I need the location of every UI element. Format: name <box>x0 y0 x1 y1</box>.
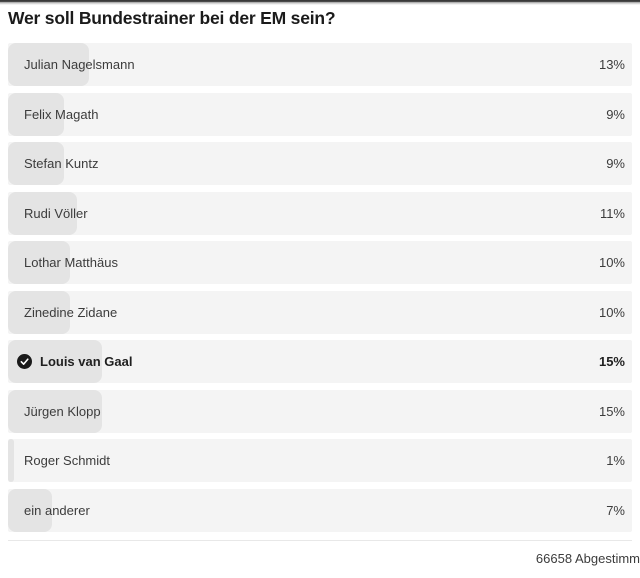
poll-option-label-group: Rudi Völler <box>8 206 88 221</box>
poll-option-row[interactable]: ein anderer 7% <box>8 488 632 532</box>
poll-question: Wer soll Bundestrainer bei der EM sein? <box>8 8 336 28</box>
poll-result-bar <box>8 92 65 136</box>
footer-divider <box>8 540 632 541</box>
poll-result-bar <box>8 488 52 532</box>
poll-option-label: Jürgen Klopp <box>24 403 101 419</box>
top-divider <box>0 0 640 5</box>
poll-result-bar <box>8 191 77 235</box>
poll-option-label-group: Jürgen Klopp <box>8 404 101 419</box>
poll-option-percent: 10% <box>598 304 625 320</box>
poll-option-row[interactable]: Louis van Gaal 15% <box>8 340 632 383</box>
poll-option-label: Stefan Kuntz <box>24 156 99 171</box>
poll-option-label-group: Stefan Kuntz <box>8 156 98 171</box>
poll-options: Julian Nagelsmann 13% Felix Magath 9% <box>0 43 640 532</box>
poll-option-label: Roger Schmidt <box>24 453 110 468</box>
poll-option-label: Rudi Völler <box>24 205 88 221</box>
poll-option-percent: 1% <box>606 453 625 468</box>
poll-option-percent: 15% <box>598 403 625 419</box>
poll-option-row[interactable]: Stefan Kuntz 9% <box>8 142 632 185</box>
poll-option-label-group: Felix Magath <box>8 107 98 122</box>
poll-result-bar <box>8 439 15 482</box>
check-circle-icon <box>17 354 32 369</box>
poll-result-bar <box>8 241 71 284</box>
poll-option-label: Julian Nagelsmann <box>24 57 135 72</box>
poll-option-label: Zinedine Zidane <box>24 304 118 320</box>
poll-option-label: Louis van Gaal <box>40 354 133 369</box>
poll-option-percent: 15% <box>598 354 625 369</box>
poll-option-row[interactable]: Julian Nagelsmann 13% <box>8 43 632 86</box>
poll-option-label-group: Lothar Matthäus <box>8 255 118 270</box>
poll-option-percent: 7% <box>606 502 625 518</box>
poll-option-label-group: ein anderer <box>8 503 90 518</box>
poll-result-bar <box>8 142 65 185</box>
poll-option-row[interactable]: Jürgen Klopp 15% <box>8 389 632 433</box>
poll-option-percent: 9% <box>606 106 625 122</box>
poll-option-label-group: Julian Nagelsmann <box>8 57 135 72</box>
poll-option-percent: 10% <box>598 255 625 270</box>
poll-option-label: Lothar Matthäus <box>24 255 118 270</box>
poll-result-bar <box>8 290 71 334</box>
vote-count: 66658 Abgestimm <box>535 551 640 566</box>
poll-option-percent: 11% <box>599 205 625 221</box>
poll-option-percent: 9% <box>606 156 625 171</box>
poll-option-label-group: Zinedine Zidane <box>8 305 117 320</box>
poll-option-label: ein anderer <box>24 502 90 518</box>
poll-option-row[interactable]: Roger Schmidt 1% <box>8 439 632 482</box>
poll-option-row[interactable]: Zinedine Zidane 10% <box>8 290 632 334</box>
poll-option-percent: 13% <box>598 57 625 72</box>
poll-result-bar <box>8 389 102 433</box>
poll-option-label-group: Roger Schmidt <box>8 453 110 468</box>
poll-option-label-group: Louis van Gaal <box>8 354 132 369</box>
poll-option-row[interactable]: Felix Magath 9% <box>8 92 632 136</box>
poll-option-row[interactable]: Lothar Matthäus 10% <box>8 241 632 284</box>
poll-widget: Wer soll Bundestrainer bei der EM sein? … <box>0 0 640 566</box>
poll-option-row[interactable]: Rudi Völler 11% <box>8 191 632 235</box>
poll-option-label: Felix Magath <box>24 106 99 122</box>
poll-result-bar <box>8 43 90 86</box>
